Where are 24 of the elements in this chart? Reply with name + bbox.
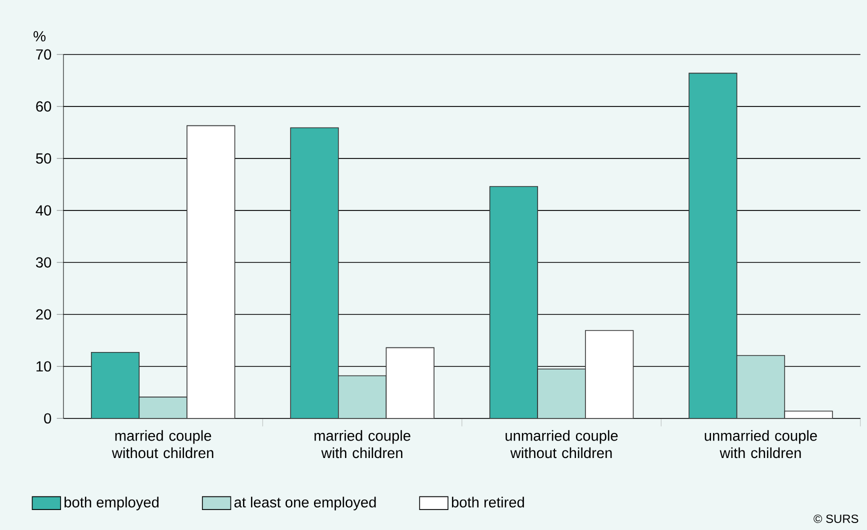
bar [585,330,634,418]
y-tick-label: 0 [44,413,52,424]
x-tick-label: unmarried couple with children [704,430,817,458]
y-tick-label: 60 [36,101,52,112]
bar [688,72,738,418]
legend-label: both employed [64,496,159,510]
text: © SURS [814,514,858,524]
x-tick-label: married couple without children [112,430,214,458]
bar [186,125,236,418]
y-tick-label: 10 [36,361,52,372]
y-tick-label: 70 [36,49,52,60]
y-tick-label: 20 [36,309,52,320]
y-tick-label: 30 [36,257,52,268]
y-tick-label: 50 [36,153,52,164]
bar [290,127,339,418]
x-tick-label: unmarried couple without children [506,430,618,458]
y-axis-title: % [34,31,46,42]
x-tick-label: married couple with children [314,430,410,458]
bar [90,352,140,418]
legend-label: at least one employed [234,496,376,510]
legend-label: both retired [452,496,524,508]
bar [386,347,434,418]
y-tick-label: 40 [36,205,52,216]
bar [489,186,538,418]
